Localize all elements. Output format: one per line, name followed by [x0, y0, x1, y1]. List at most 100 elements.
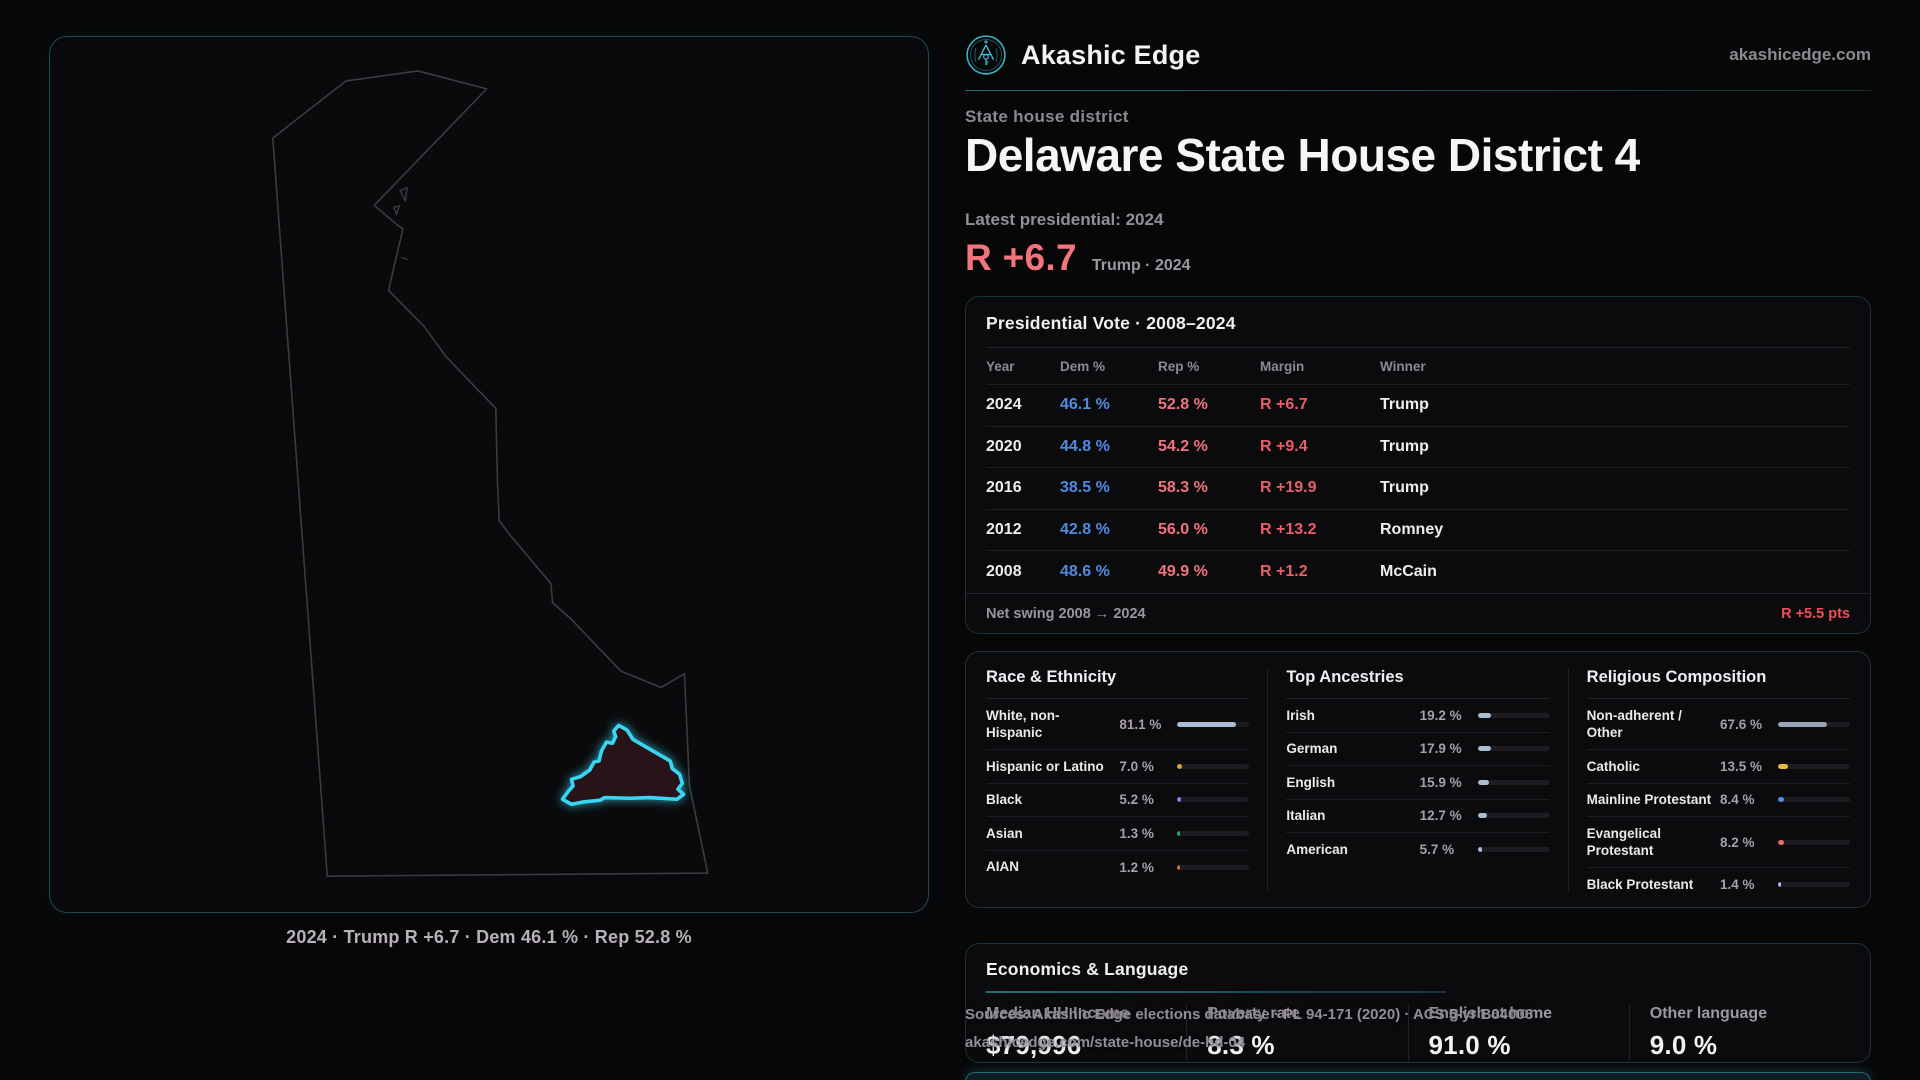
vote-card-title: Presidential Vote · 2008–2024 — [986, 313, 1236, 333]
economics-stat-label: English at home — [1428, 1005, 1553, 1022]
vote-year-cell: 2016 — [986, 479, 1022, 497]
demo-column-title: Race & Ethnicity — [986, 668, 1117, 686]
demo-row-value: 12.7 % — [1419, 808, 1462, 824]
stat-bar — [1777, 839, 1850, 845]
headline-margin-value: R +6.7 — [965, 237, 1077, 278]
economics-title-accent — [986, 991, 1446, 993]
stat-bar-fill — [1477, 779, 1490, 785]
headline-margin-context: Trump · 2024 — [1091, 257, 1191, 274]
vote-margin-cell: R +1.2 — [1260, 562, 1308, 580]
stat-bar — [1777, 763, 1850, 769]
demo-row-value: 1.3 % — [1119, 825, 1154, 841]
vote-year-cell: 2024 — [986, 396, 1022, 414]
demo-row: AIAN 1.2 % — [986, 851, 1250, 884]
vote-row-2012: 2012 42.8 % 56.0 % R +13.2 Romney — [986, 510, 1850, 551]
economics-stat-label: Other language — [1649, 1005, 1768, 1022]
stat-bar — [1177, 721, 1250, 727]
vote-margin-cell: R +13.2 — [1260, 520, 1317, 538]
vote-rep-cell: 52.8 % — [1158, 396, 1208, 414]
stat-bar — [1777, 882, 1850, 888]
vote-table-header-row: Year Dem % Rep % Margin Winner — [986, 348, 1850, 385]
vote-winner-cell: Trump — [1380, 396, 1429, 414]
demo-row: Italian 12.7 % — [1286, 800, 1550, 834]
vote-dem-cell: 42.8 % — [1060, 520, 1110, 538]
demo-row-value: 5.2 % — [1119, 792, 1154, 808]
latest-presidential-label: Latest presidential: 2024 — [965, 210, 1164, 229]
akashic-edge-logo-icon — [966, 35, 1006, 75]
demo-row-label: AIAN — [986, 859, 1019, 875]
demo-row: Evangelical Protestant 8.2 % — [1586, 817, 1850, 869]
demo-row: White, non-Hispanic 81.1 % — [986, 699, 1250, 751]
demo-row-label: Evangelical Protestant — [1586, 825, 1661, 859]
stat-bar-fill — [1177, 797, 1182, 803]
demo-row-value: 81.1 % — [1119, 716, 1162, 732]
economics-stat-value: $79,996 — [986, 1030, 1082, 1060]
vote-rep-cell: 54.2 % — [1158, 437, 1208, 455]
divider — [986, 347, 1850, 348]
stat-bar-fill — [1777, 797, 1785, 803]
economics-stat-label: Poverty rate — [1207, 1005, 1300, 1022]
demo-row-label: Catholic — [1586, 758, 1640, 774]
vote-winner-cell: Romney — [1380, 520, 1444, 538]
demo-column-title: Religious Composition — [1586, 668, 1767, 686]
demo-row-label: American — [1286, 841, 1348, 857]
stat-bar — [1477, 847, 1550, 853]
vote-col-header: Winner — [1380, 358, 1426, 374]
district-type-kicker: State house district — [965, 107, 1129, 126]
presidential-vote-card: Presidential Vote · 2008–2024 Year Dem % R… — [965, 296, 1871, 634]
stat-bar — [1477, 779, 1550, 785]
vote-row-2016: 2016 38.5 % 58.3 % R +19.9 Trump — [986, 468, 1850, 510]
district-4-shape[interactable] — [560, 723, 686, 807]
stat-bar-fill — [1777, 763, 1788, 769]
demo-row: Asian 1.3 % — [986, 817, 1250, 851]
demo-row-label: Italian — [1286, 808, 1326, 824]
map-island — [399, 186, 408, 202]
economics-stat-value: 9.0 % — [1649, 1030, 1718, 1060]
header-divider — [965, 90, 1871, 91]
demo-row-value: 8.2 % — [1719, 834, 1755, 850]
vote-year-cell: 2020 — [986, 437, 1022, 455]
demo-row: Mainline Protestant 8.4 % — [1586, 784, 1850, 818]
district-map-card[interactable] — [49, 36, 929, 913]
page-title: Delaware State House District 4 — [965, 129, 1640, 181]
stat-bar — [1477, 746, 1550, 752]
demo-row-value: 15.9 % — [1419, 774, 1462, 790]
economics-stat-label: Median HH Income — [986, 1005, 1130, 1022]
stat-bar-fill — [1777, 721, 1827, 727]
demo-row: German 17.9 % — [1286, 733, 1550, 767]
map-island — [393, 204, 400, 216]
detail-panel: Akashic Edge akashicedge.com State house… — [965, 0, 1871, 1080]
stat-bar — [1177, 763, 1250, 769]
demo-row-value: 17.9 % — [1419, 741, 1462, 757]
vote-col-header: Dem % — [1060, 358, 1106, 374]
demo-row-label: Black Protestant — [1586, 877, 1694, 892]
stat-bar — [1177, 830, 1250, 836]
stat-bar-fill — [1177, 721, 1236, 727]
map-caption: 2024 · Trump R +6.7 · Dem 46.1 % · Rep 5… — [286, 927, 692, 947]
demo-column-title: Top Ancestries — [1286, 668, 1404, 686]
demo-row-value: 67.6 % — [1719, 716, 1763, 732]
economics-stat: Other language 9.0 % — [1628, 1005, 1850, 1061]
vote-row-2020: 2020 44.8 % 54.2 % R +9.4 Trump — [986, 427, 1850, 468]
economics-stat: English at home 91.0 % — [1407, 1005, 1629, 1061]
demo-row-value: 5.7 % — [1419, 842, 1455, 858]
source-attribution: Sources: Akashic Edge elections database… — [965, 1001, 1533, 1057]
demographics-card: Race & Ethnicity White, non-Hispanic 81.1 … — [965, 651, 1871, 908]
vote-dem-cell: 46.1 % — [1060, 396, 1110, 414]
demo-row: Irish 19.2 % — [1286, 699, 1550, 733]
brand-domain-link[interactable]: akashicedge.com — [1729, 45, 1871, 64]
economics-stat-value: 8.3 % — [1207, 1030, 1275, 1060]
demo-row-label: White, non-Hispanic — [986, 707, 1060, 741]
net-swing-label: Net swing 2008 → 2024 — [986, 605, 1146, 622]
divider — [986, 698, 1250, 699]
delaware-map — [271, 70, 709, 877]
brand-header: Akashic Edge akashicedge.com — [965, 34, 1871, 76]
vote-rep-cell: 56.0 % — [1158, 520, 1208, 538]
demographics-columns: Race & Ethnicity White, non-Hispanic 81.1 … — [986, 668, 1850, 892]
demo-row-value: 1.2 % — [1119, 859, 1154, 875]
demo-row: Non-adherent / Other 67.6 % — [1586, 699, 1850, 751]
divider — [1586, 698, 1850, 699]
vote-winner-cell: Trump — [1380, 479, 1429, 497]
vote-winner-cell: Trump — [1380, 437, 1429, 455]
demo-row-label: English — [1286, 774, 1336, 790]
